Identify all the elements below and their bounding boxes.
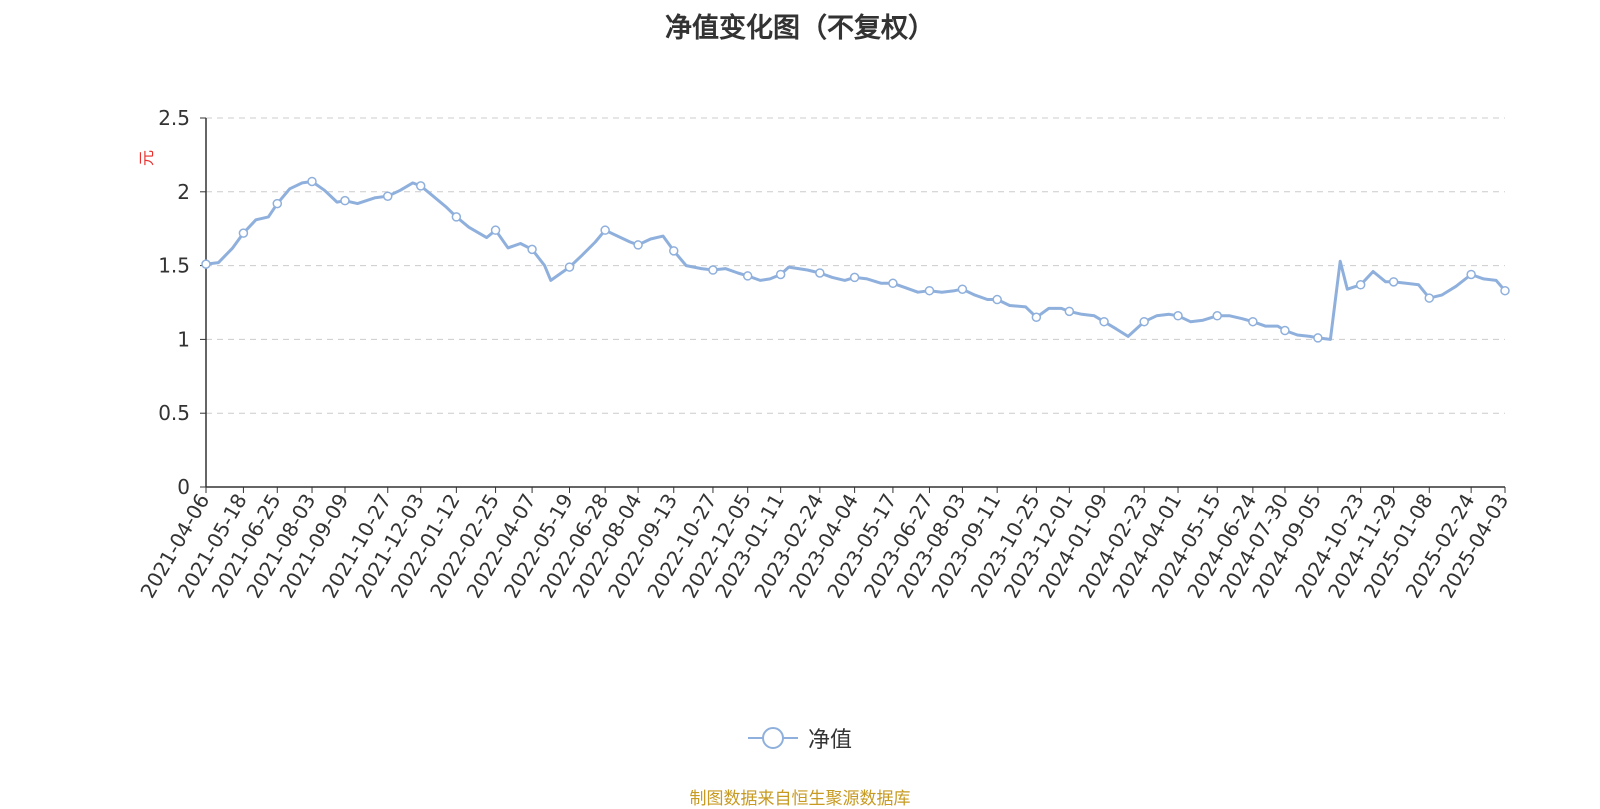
- data-point-marker[interactable]: [1031, 312, 1042, 323]
- data-point-marker[interactable]: [708, 265, 718, 275]
- series-line-jingzhi: [205, 180, 1507, 341]
- y-axis-label: 元: [137, 150, 156, 166]
- data-point-marker[interactable]: [957, 284, 968, 294]
- data-point-marker[interactable]: [340, 195, 350, 206]
- legend[interactable]: 净值: [0, 722, 1600, 754]
- data-point-marker[interactable]: [307, 176, 317, 187]
- data-point-marker[interactable]: [272, 198, 283, 209]
- series-markers: [201, 176, 1510, 343]
- data-point-marker[interactable]: [600, 225, 610, 235]
- data-point-marker[interactable]: [1280, 325, 1290, 336]
- y-tick-label: 2.5: [158, 106, 190, 130]
- x-tick-labels: 2021-04-062021-05-182021-06-252021-08-03…: [135, 487, 1513, 602]
- y-tick-label: 1.5: [158, 254, 190, 278]
- y-tick-label: 1: [177, 327, 190, 351]
- data-point-marker[interactable]: [1099, 316, 1109, 327]
- data-point-marker[interactable]: [383, 191, 393, 201]
- data-point-marker[interactable]: [775, 269, 786, 280]
- data-point-marker[interactable]: [1173, 311, 1183, 321]
- data-point-marker[interactable]: [924, 285, 935, 296]
- y-tick-labels: 0 0.5 1 1.5 2 2.5: [158, 106, 206, 499]
- gridlines: [206, 117, 1505, 414]
- data-point-marker[interactable]: [633, 240, 643, 250]
- data-point-marker[interactable]: [238, 228, 249, 238]
- data-point-marker[interactable]: [1139, 316, 1149, 327]
- data-source-note: 制图数据来自恒生聚源数据库: [689, 789, 911, 809]
- data-point-marker[interactable]: [527, 244, 537, 255]
- axes: [205, 118, 1505, 488]
- data-point-marker[interactable]: [992, 294, 1002, 305]
- data-point-marker[interactable]: [1313, 333, 1323, 343]
- data-point-marker[interactable]: [815, 268, 825, 278]
- data-point-marker[interactable]: [849, 272, 860, 283]
- data-point-marker[interactable]: [201, 259, 211, 269]
- data-point-marker[interactable]: [1355, 280, 1366, 290]
- data-point-marker[interactable]: [888, 278, 898, 289]
- legend-label: 净值: [807, 728, 852, 753]
- data-point-marker[interactable]: [415, 181, 426, 191]
- y-tick-label: 0.5: [158, 401, 190, 425]
- data-point-marker[interactable]: [1500, 285, 1510, 296]
- data-point-marker[interactable]: [451, 212, 462, 222]
- data-point-marker[interactable]: [1424, 293, 1435, 303]
- data-point-marker[interactable]: [1466, 269, 1476, 280]
- data-point-marker[interactable]: [1248, 316, 1258, 327]
- y-tick-label: 2: [177, 180, 190, 204]
- chart-title: 净值变化图（不复权）: [665, 13, 935, 44]
- y-tick-label: 0: [177, 475, 190, 499]
- data-point-marker[interactable]: [1212, 311, 1222, 321]
- data-point-marker[interactable]: [742, 271, 753, 281]
- data-point-marker[interactable]: [1388, 277, 1399, 287]
- data-point-marker[interactable]: [564, 262, 575, 272]
- legend-line-circle-icon: [747, 727, 798, 749]
- data-point-marker[interactable]: [1064, 306, 1075, 317]
- data-point-marker[interactable]: [668, 246, 679, 256]
- data-point-marker[interactable]: [490, 225, 501, 235]
